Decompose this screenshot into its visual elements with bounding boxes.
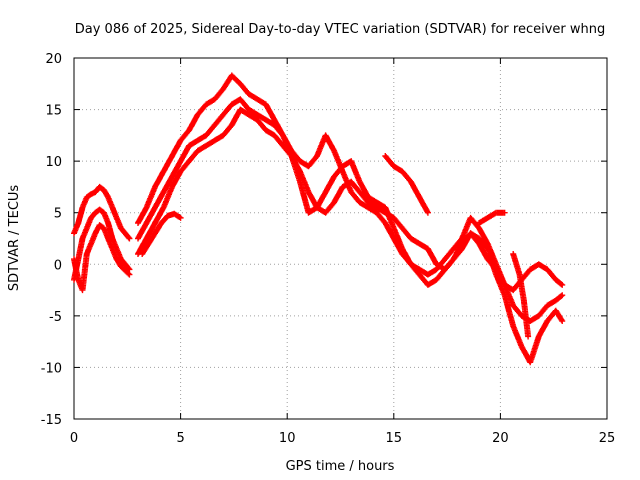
y-tick-label: 15 <box>45 104 62 119</box>
series-track-j <box>510 251 532 340</box>
series-markers <box>476 209 508 226</box>
x-tick-label: 5 <box>176 431 184 446</box>
series-markers <box>71 183 133 242</box>
axis-ticks: 0 5 10 15 20 25 -15 -10 -5 0 5 10 15 20 <box>41 52 616 446</box>
series-track-g <box>139 210 184 257</box>
chart-title: Day 086 of 2025, Sidereal Day-to-day VTE… <box>75 22 606 37</box>
x-tick-label: 0 <box>70 431 78 446</box>
series-markers <box>510 251 532 340</box>
series-markers <box>71 222 133 294</box>
y-axis-label: SDTVAR / TECUs <box>7 185 22 292</box>
y-tick-label: 5 <box>54 207 62 222</box>
series-markers <box>139 210 184 257</box>
series-track-e <box>135 96 566 324</box>
y-tick-label: 10 <box>45 155 62 170</box>
series-track-h <box>382 153 431 216</box>
y-tick-label: -15 <box>41 413 62 428</box>
series-markers <box>135 96 566 324</box>
data-series <box>71 72 566 366</box>
y-tick-label: -5 <box>49 310 62 325</box>
series-track-a <box>71 183 133 242</box>
y-tick-label: 20 <box>45 52 62 67</box>
y-tick-label: 0 <box>54 258 62 273</box>
plot-frame <box>73 57 608 420</box>
series-track-f <box>135 106 566 366</box>
x-tick-label: 15 <box>386 431 403 446</box>
series-markers <box>135 106 566 366</box>
series-track-c <box>71 222 133 294</box>
x-tick-label: 20 <box>492 431 509 446</box>
series-markers <box>382 153 431 216</box>
x-tick-label: 10 <box>279 431 296 446</box>
x-tick-label: 25 <box>599 431 616 446</box>
series-track-i <box>476 209 508 226</box>
y-tick-label: -10 <box>41 361 62 376</box>
x-axis-label: GPS time / hours <box>286 459 395 474</box>
